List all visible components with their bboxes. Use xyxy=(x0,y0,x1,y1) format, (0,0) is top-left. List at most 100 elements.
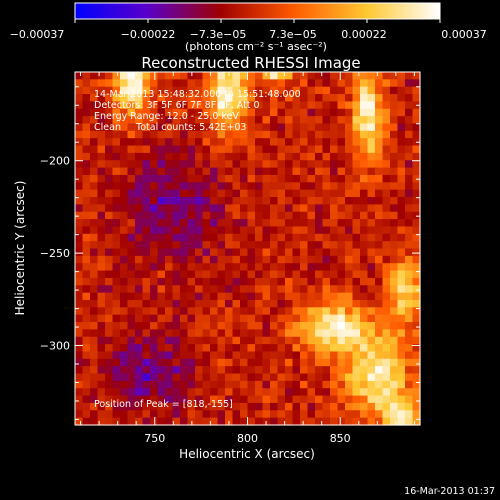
heatmap-cell xyxy=(232,292,241,301)
heatmap-cell xyxy=(105,322,114,330)
heatmap-cell xyxy=(255,138,264,147)
heatmap-cell xyxy=(75,174,84,183)
heatmap-cell xyxy=(277,182,286,191)
heatmap-cell xyxy=(217,116,226,125)
heatmap-cell xyxy=(367,86,376,95)
heatmap-cell xyxy=(337,248,346,257)
heatmap-cell xyxy=(247,130,256,139)
heatmap-cell xyxy=(367,241,376,250)
heatmap-cell xyxy=(375,174,384,183)
heatmap-cell xyxy=(187,108,196,117)
heatmap-cell xyxy=(315,174,324,183)
heatmap-cell xyxy=(367,358,376,367)
heatmap-cell xyxy=(232,204,241,213)
heatmap-cell xyxy=(300,248,309,257)
heatmap-cell xyxy=(270,263,279,272)
heatmap-cell xyxy=(277,417,286,426)
heatmap-cell xyxy=(330,152,339,161)
heatmap-cell xyxy=(405,145,414,154)
heatmap-cell xyxy=(405,174,414,183)
heatmap-cell xyxy=(112,366,121,375)
heatmap-cell xyxy=(397,241,406,250)
heatmap-cell xyxy=(367,395,376,404)
heatmap-cell xyxy=(210,329,219,338)
heatmap-cell xyxy=(315,152,324,161)
heatmap-cell xyxy=(382,402,391,411)
heatmap-cell xyxy=(360,329,369,338)
heatmap-cell xyxy=(375,388,384,397)
heatmap-cell xyxy=(195,366,204,375)
heatmap-cell xyxy=(247,167,256,176)
heatmap-cell xyxy=(75,197,84,205)
heatmap-cell xyxy=(405,182,414,191)
heatmap-cell xyxy=(112,86,121,95)
heatmap-cell xyxy=(202,174,211,183)
heatmap-cell xyxy=(142,248,151,257)
heatmap-cell xyxy=(225,160,234,169)
heatmap-cell xyxy=(127,314,136,323)
heatmap-cell xyxy=(240,79,249,88)
heatmap-cell xyxy=(210,189,219,198)
heatmap-cell xyxy=(105,329,114,338)
heatmap-cell xyxy=(382,123,391,132)
heatmap-cell xyxy=(247,241,256,250)
heatmap-cell xyxy=(285,211,294,220)
heatmap-cell xyxy=(360,145,369,154)
heatmap-cell xyxy=(120,329,129,338)
heatmap-cell xyxy=(412,145,421,154)
heatmap-cell xyxy=(315,197,324,205)
heatmap-cell xyxy=(307,329,316,338)
heatmap-cell xyxy=(75,292,84,301)
heatmap-cell xyxy=(232,197,241,205)
heatmap-cell xyxy=(112,160,121,169)
heatmap-cell xyxy=(360,336,369,345)
heatmap-cell xyxy=(232,395,241,404)
heatmap-cell xyxy=(112,145,121,154)
heatmap-cell xyxy=(270,160,279,169)
heatmap-cell xyxy=(262,270,271,279)
heatmap-cell xyxy=(217,292,226,301)
heatmap-cell xyxy=(300,94,309,103)
heatmap-cell xyxy=(165,410,174,419)
heatmap-cell xyxy=(345,211,354,220)
heatmap-cell xyxy=(360,197,369,205)
heatmap-cell xyxy=(157,395,166,404)
heatmap-cell xyxy=(292,314,301,323)
heatmap-cell xyxy=(142,219,151,228)
heatmap-cell xyxy=(262,160,271,169)
heatmap-cell xyxy=(240,182,249,191)
heatmap-cell xyxy=(195,299,204,308)
heatmap-cell xyxy=(322,226,331,235)
heatmap-cell xyxy=(82,329,91,338)
heatmap-cell xyxy=(97,307,106,316)
heatmap-cell xyxy=(105,263,114,272)
heatmap-cell xyxy=(255,182,264,191)
heatmap-cell xyxy=(142,270,151,279)
heatmap-cell xyxy=(135,410,144,419)
heatmap-cell xyxy=(360,101,369,110)
heatmap-cell xyxy=(112,226,121,235)
colorbar-gradient xyxy=(74,2,441,20)
heatmap-cell xyxy=(360,314,369,323)
heatmap-cell xyxy=(345,388,354,397)
heatmap-cell xyxy=(262,410,271,419)
heatmap-cell xyxy=(352,189,361,198)
heatmap-cell xyxy=(315,116,324,125)
heatmap-cell xyxy=(277,94,286,103)
heatmap-cell xyxy=(150,204,159,213)
heatmap-cell xyxy=(180,410,189,419)
heatmap-cell xyxy=(337,358,346,367)
heatmap-cell xyxy=(262,285,271,294)
heatmap-cell xyxy=(277,226,286,235)
heatmap-cell xyxy=(307,211,316,220)
heatmap-cell xyxy=(360,211,369,220)
heatmap-cell xyxy=(255,116,264,125)
heatmap-cell xyxy=(397,138,406,147)
heatmap-cell xyxy=(375,410,384,419)
heatmap-cell xyxy=(150,277,159,286)
heatmap-cell xyxy=(180,314,189,323)
heatmap-cell xyxy=(225,358,234,367)
heatmap-cell xyxy=(157,322,166,330)
heatmap-cell xyxy=(360,402,369,411)
heatmap-cell xyxy=(367,336,376,345)
